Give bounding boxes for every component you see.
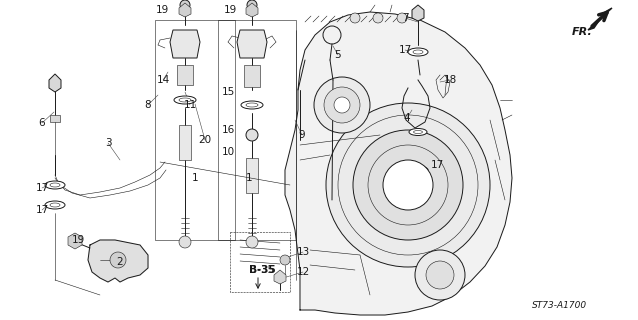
Bar [179, 125, 191, 160]
Text: 4: 4 [404, 113, 410, 123]
Circle shape [314, 77, 370, 133]
Polygon shape [237, 30, 267, 58]
Circle shape [397, 13, 407, 23]
Circle shape [415, 250, 465, 300]
Text: B-35: B-35 [249, 265, 276, 275]
Text: 1: 1 [246, 173, 252, 183]
Polygon shape [179, 3, 191, 17]
Text: 20: 20 [198, 135, 212, 145]
Polygon shape [49, 74, 61, 92]
Circle shape [326, 103, 490, 267]
Circle shape [324, 87, 360, 123]
Text: 12: 12 [297, 267, 309, 277]
Bar [244, 65, 260, 87]
Text: B-35: B-35 [250, 265, 274, 275]
Ellipse shape [45, 201, 65, 209]
Polygon shape [274, 270, 286, 284]
Text: 1: 1 [191, 173, 198, 183]
Ellipse shape [408, 48, 428, 56]
Circle shape [350, 13, 360, 23]
Text: 14: 14 [156, 75, 170, 85]
Circle shape [426, 261, 454, 289]
Ellipse shape [409, 129, 427, 135]
Text: 10: 10 [221, 147, 235, 157]
Text: 17: 17 [35, 183, 48, 193]
Circle shape [180, 0, 190, 10]
Polygon shape [285, 12, 512, 315]
Bar [50, 115, 60, 122]
Circle shape [334, 97, 350, 113]
Bar [246, 158, 258, 193]
Bar [230, 232, 290, 292]
Ellipse shape [408, 166, 428, 174]
Circle shape [110, 252, 126, 268]
Circle shape [246, 129, 258, 141]
Text: ST73-A1700: ST73-A1700 [533, 300, 588, 309]
Circle shape [246, 236, 258, 248]
Text: 15: 15 [221, 87, 235, 97]
Bar [218, 20, 296, 240]
Text: 19: 19 [223, 5, 237, 15]
Text: 19: 19 [71, 235, 85, 245]
Text: 18: 18 [443, 75, 457, 85]
Ellipse shape [45, 181, 65, 189]
Text: 7: 7 [402, 13, 408, 23]
Polygon shape [412, 5, 424, 21]
Text: 2: 2 [117, 257, 123, 267]
Circle shape [383, 160, 433, 210]
Text: 17: 17 [431, 160, 443, 170]
Text: 13: 13 [297, 247, 309, 257]
Text: 19: 19 [156, 5, 168, 15]
Bar [177, 65, 193, 85]
Text: 17: 17 [398, 45, 412, 55]
Polygon shape [170, 30, 200, 58]
Ellipse shape [241, 101, 263, 109]
Polygon shape [246, 3, 258, 17]
Circle shape [179, 236, 191, 248]
Text: 6: 6 [39, 118, 45, 128]
Text: 11: 11 [183, 100, 197, 110]
Circle shape [247, 0, 257, 10]
Circle shape [280, 255, 290, 265]
Text: 9: 9 [299, 130, 306, 140]
Text: 17: 17 [35, 205, 48, 215]
Polygon shape [68, 233, 82, 249]
Circle shape [373, 13, 383, 23]
Polygon shape [588, 8, 612, 30]
Text: FR.: FR. [572, 27, 593, 37]
Text: 8: 8 [145, 100, 151, 110]
Circle shape [353, 130, 463, 240]
Text: 5: 5 [335, 50, 341, 60]
Ellipse shape [174, 96, 196, 104]
Text: 16: 16 [221, 125, 235, 135]
Bar [155, 20, 235, 240]
Text: 3: 3 [105, 138, 111, 148]
Polygon shape [88, 240, 148, 282]
